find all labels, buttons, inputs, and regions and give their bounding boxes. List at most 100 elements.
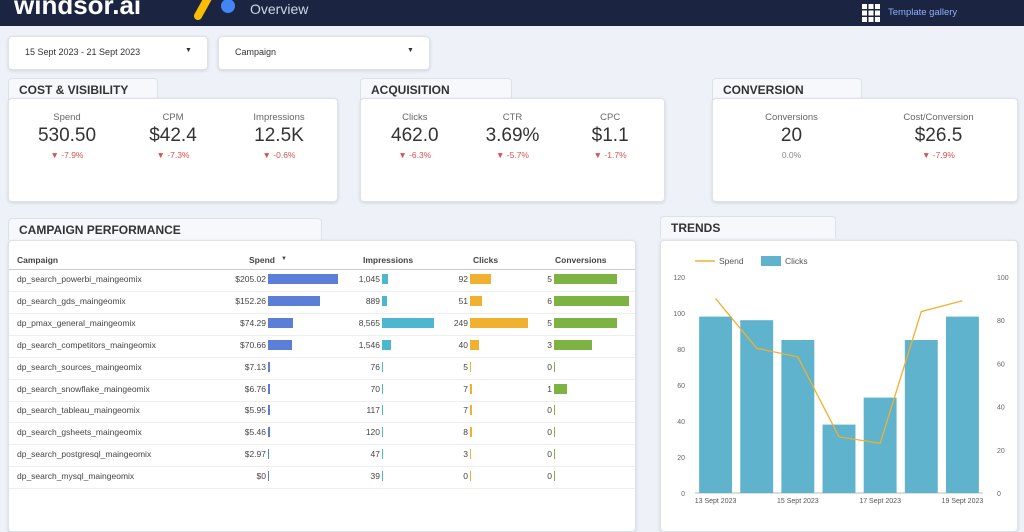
cell-bar (382, 471, 383, 482)
campaign-name: dp_search_mysql_maingeomix (17, 471, 135, 482)
cell-bar (554, 339, 592, 350)
cell-value: 76 (370, 361, 380, 372)
cell-value: 6 (547, 295, 552, 306)
campaign-filter-label: Campaign (235, 47, 277, 57)
kpi-metric: Clicks 462.0 ▼ -6.3% (365, 112, 465, 160)
y2-tick-label: 80 (997, 318, 1005, 325)
sort-arrow: ▼ (281, 256, 287, 262)
row-rule (9, 422, 635, 424)
cell-bar (268, 471, 269, 482)
kpi-metric: CPC $1.1 ▼ -1.7% (560, 112, 660, 160)
section-tab: COST & VISIBILITY (8, 78, 158, 100)
template-gallery[interactable]: Template gallery (888, 7, 958, 18)
cell-value: 70 (370, 383, 380, 394)
campaign-name: dp_search_gsheets_maingeomix (17, 427, 142, 438)
header: windsor.ai Overview Template gallery (0, 0, 1024, 26)
campaign-name: dp_search_gds_maingeomix (17, 295, 126, 306)
kpi-value: $26.5 (914, 125, 963, 146)
kpi-metric: Impressions 12.5K ▼ -0.6% (229, 112, 329, 160)
cell-bar (554, 295, 629, 306)
cell-value: 3 (547, 339, 552, 350)
campaign-name: dp_pmax_general_maingeomix (17, 317, 136, 328)
cell-bar (268, 339, 293, 350)
cell-value: $70.66 (240, 339, 266, 350)
cell-bar (268, 449, 269, 460)
cell-bar (554, 361, 555, 372)
cell-bar (470, 427, 472, 438)
kpi-change: 0.0% (781, 150, 802, 160)
x-tick-label: 13 Sept 2023 (695, 498, 737, 505)
date-filter[interactable]: 15 Sept 2023 - 21 Sept 2023 ▼ (8, 36, 208, 70)
row-rule (9, 444, 635, 446)
gallery-icon[interactable] (862, 4, 880, 22)
kpi-change: ▼ -5.7% (496, 150, 529, 160)
cell-bar (268, 295, 320, 306)
row-rule (9, 356, 635, 358)
cell-value: $5.95 (244, 405, 266, 416)
campaign-filter[interactable]: Campaign ▼ (218, 36, 430, 70)
cell-bar (470, 317, 528, 328)
y2-tick-label: 20 (997, 448, 1005, 455)
y-tick-label: 120 (673, 275, 685, 282)
cell-bar (268, 427, 270, 438)
cell-value: 47 (370, 449, 380, 460)
row-rule (9, 334, 635, 336)
campaign-name: dp_search_sources_maingeomix (17, 361, 142, 372)
section-tab: CONVERSION (712, 78, 862, 100)
cell-value: 0 (547, 449, 552, 460)
section-tab: CAMPAIGN PERFORMANCE (8, 218, 322, 240)
cell-bar (554, 274, 617, 284)
section-tab: ACQUISITION (360, 78, 512, 100)
cell-bar (382, 339, 392, 350)
kpi-label: Impressions (253, 112, 305, 123)
cell-value: 39 (370, 471, 380, 482)
bar (904, 340, 938, 493)
row-rule (9, 378, 635, 380)
campaign-name: dp_search_competitors_maingeomix (17, 339, 156, 350)
kpi-label: Cost/Conversion (903, 112, 974, 123)
cell-value: 0 (547, 471, 552, 482)
y-tick-label: 100 (673, 311, 685, 318)
cell-value: 0 (463, 471, 468, 482)
cell-bar (554, 383, 567, 394)
cell-value: 7 (463, 405, 468, 416)
kpi-label: CPC (600, 112, 621, 123)
cell-bar (268, 383, 271, 394)
kpi-card: Conversions 20 0.0% Cost/Conversion $26.5 ▼ -… (712, 98, 1018, 202)
row-rule (9, 400, 635, 402)
cell-bar (268, 274, 338, 284)
cell-value: 0 (547, 361, 552, 372)
column-header: Conversions (555, 255, 607, 265)
cell-value: 1,045 (358, 274, 380, 284)
ads-logo (194, 0, 235, 20)
line (715, 298, 963, 445)
kpi-change: ▼ -7.3% (156, 150, 190, 160)
cell-bar (554, 427, 555, 438)
kpi-change: ▼ -0.6% (262, 150, 296, 160)
cell-bar (470, 361, 472, 372)
kpi-value: 3.69% (485, 125, 540, 146)
cell-value: 120 (365, 427, 380, 438)
y-tick-label: 60 (677, 383, 685, 390)
logo: windsor.ai (14, 0, 142, 20)
cell-bar (470, 274, 492, 284)
dropdown-arrow: ▼ (185, 47, 192, 54)
kpi-value: 20 (780, 125, 803, 146)
cell-bar (382, 427, 383, 438)
cell-bar (554, 449, 555, 460)
kpi-metric: CTR 3.69% ▼ -5.7% (463, 112, 563, 160)
campaign-name: dp_search_snowflake_maingeomix (17, 383, 150, 394)
cell-bar (470, 449, 471, 460)
cell-value: $2.97 (244, 449, 266, 460)
cell-value: 1,546 (358, 339, 380, 350)
cell-value: 0 (547, 405, 552, 416)
kpi-change: ▼ -1.7% (593, 150, 627, 160)
cell-value: 8 (463, 427, 468, 438)
bar (822, 424, 856, 493)
cell-bar (382, 317, 434, 328)
dropdown-arrow: ▼ (407, 47, 414, 54)
y-tick-label: 20 (677, 455, 685, 462)
cell-bar (470, 339, 480, 350)
cell-value: $7.13 (244, 361, 266, 372)
